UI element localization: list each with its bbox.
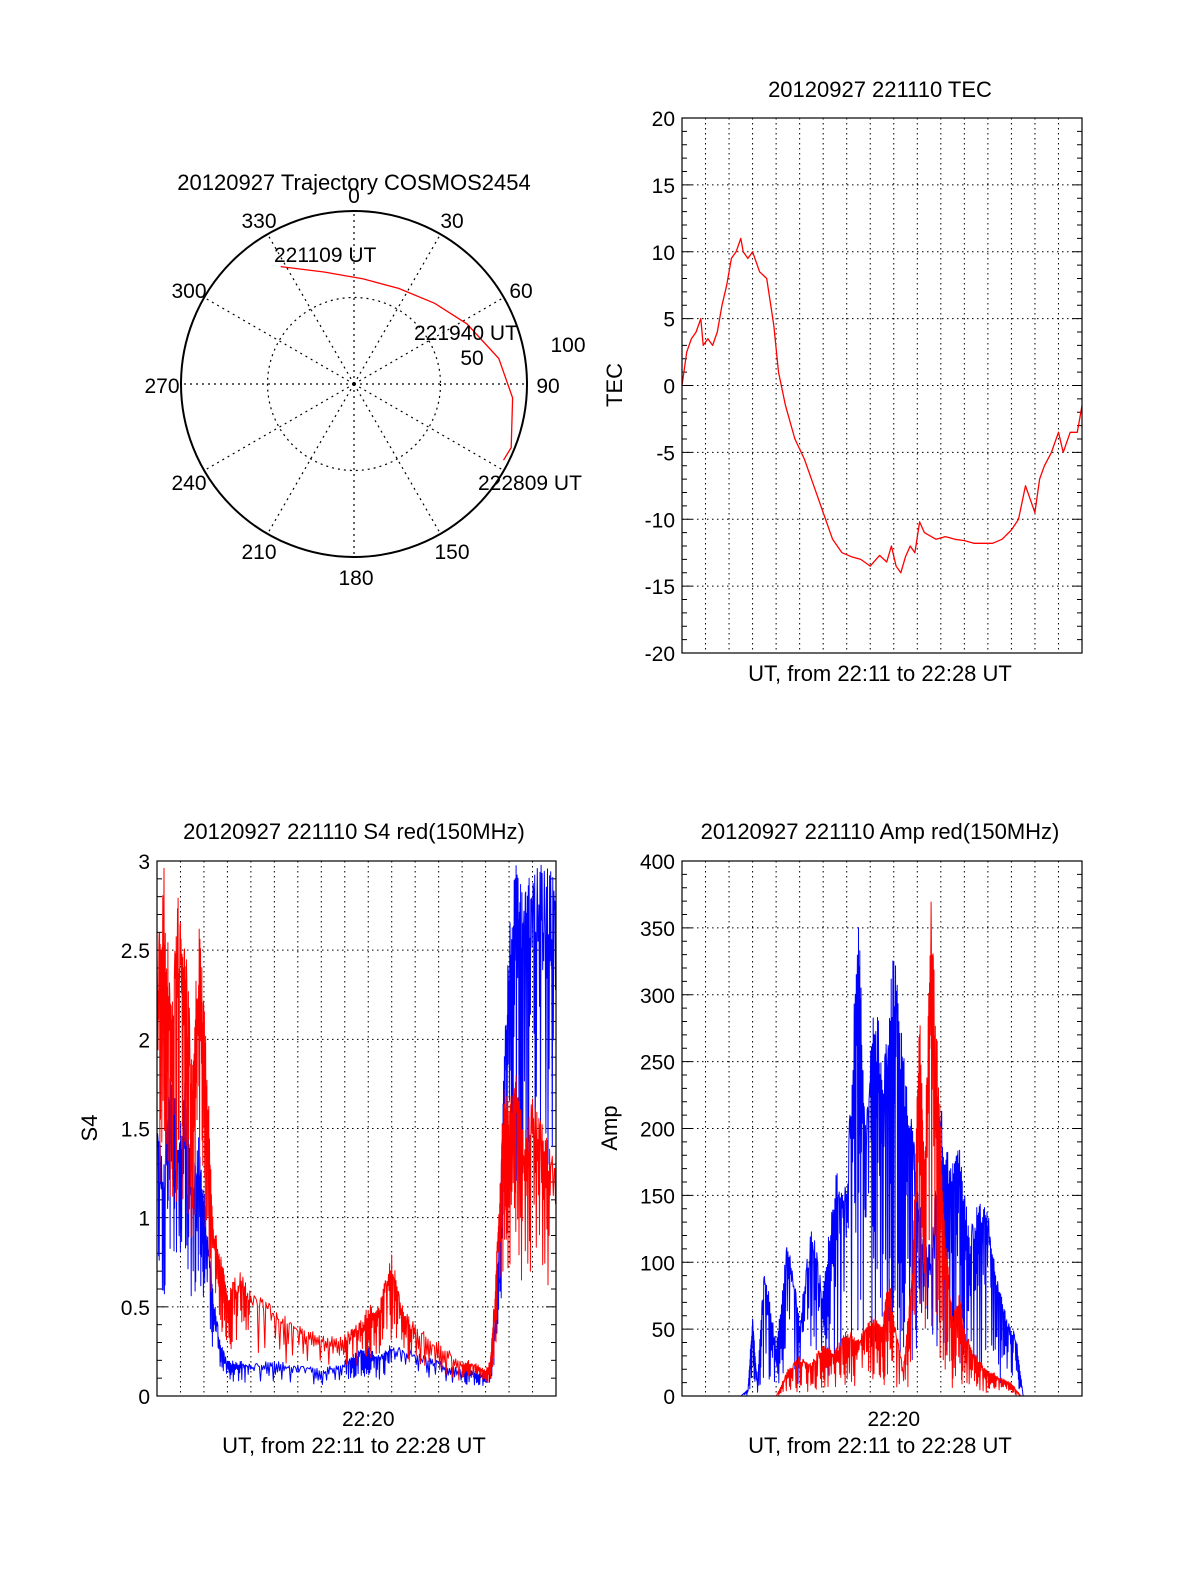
series-line [681,237,1083,574]
s4-xlabel: UT, from 22:11 to 22:28 UT [222,1433,486,1458]
y-tick-label: 250 [640,1052,675,1075]
y-tick-label: 1 [138,1208,150,1231]
azimuth-label: 60 [509,280,532,303]
trajectory-series [280,265,514,461]
trajectory-title: 20120927 Trajectory COSMOS2454 [177,170,530,195]
y-tick-label: 15 [652,175,675,198]
trajectory-annotation: 221109 UT [274,244,377,267]
y-tick-label: -10 [645,509,675,532]
y-tick-label: 150 [640,1185,675,1208]
y-tick-label: 0 [663,376,675,399]
y-tick-label: -15 [645,576,675,599]
y-tick-label: 300 [640,985,675,1008]
series-line [156,867,557,1383]
y-tick-label: 200 [640,1119,675,1142]
azimuth-label: 210 [241,541,276,564]
polar-spoke [266,383,355,535]
y-tick-label: 20 [652,108,675,131]
azimuth-label: 270 [144,375,179,398]
trajectory-panel: 20120927 Trajectory COSMOS2454 0 30 60 90 15… [144,170,585,590]
y-tick-label: 2 [138,1029,150,1052]
amp-xlabel: UT, from 22:11 to 22:28 UT [748,1433,1012,1458]
polar-inner-circle [266,296,442,472]
tec-title: 20120927 221110 TEC [768,77,992,102]
amp-title: 20120927 221110 Amp red(150MHz) [701,819,1060,844]
azimuth-label: 150 [434,541,469,564]
radial-label: 50 [460,347,483,370]
y-tick-label: 50 [652,1319,675,1342]
y-tick-label: -5 [656,442,675,465]
azimuth-label: 300 [171,280,206,303]
y-tick-label: 0 [663,1386,675,1409]
trajectory-annotation: 222809 UT [478,472,582,495]
y-tick-label: 400 [640,851,675,874]
polar-outer-circle [180,210,528,558]
azimuth-label: 240 [171,472,206,495]
tec-panel: 20120927 221110 TEC UT, from 22:11 to 22… [602,77,1083,686]
polar-spoke [353,383,442,535]
s4-panel: 20120927 221110 S4 red(150MHz) UT, from … [77,819,557,1458]
amp-panel: 20120927 221110 Amp red(150MHz) UT, from… [597,819,1083,1458]
s4-plot-area: 3 2.5 2 1.5 1 0.5 0 22:20 [121,851,557,1431]
amp-plot-area: 400 350 300 250 200 150 100 50 0 22:20 [640,851,1083,1431]
trajectory-annotation: 221940 UT [414,322,518,345]
tec-ylabel: TEC [602,363,627,407]
polar-spoke [353,233,442,385]
y-tick-label: -20 [645,643,675,666]
series-line [682,901,1082,1397]
y-tick-label: 350 [640,918,675,941]
series-line [156,864,557,1386]
y-tick-label: 0.5 [121,1297,150,1320]
azimuth-label: 330 [241,210,276,233]
series-line [682,927,1082,1397]
s4-title: 20120927 221110 S4 red(150MHz) [183,819,525,844]
x-tick-label: 22:20 [342,1408,395,1431]
azimuth-label: 30 [440,210,463,233]
trajectory-grid [180,210,528,558]
plot-frame [156,860,557,1397]
polar-spoke [203,296,355,385]
y-tick-label: 0 [138,1386,150,1409]
azimuth-label: 0 [348,185,360,208]
polar-spoke [353,296,505,385]
radial-label: 100 [550,334,585,357]
polar-spoke [266,233,355,385]
y-tick-label: 1.5 [121,1119,150,1142]
amp-ylabel: Amp [597,1105,622,1150]
azimuth-label: 180 [338,567,373,590]
y-tick-label: 100 [640,1252,675,1275]
plot-frame [681,860,1083,1397]
polar-spoke [203,383,355,472]
y-tick-label: 10 [652,242,675,265]
trajectory-line [280,265,514,461]
s4-ylabel: S4 [77,1115,102,1142]
azimuth-label: 90 [536,375,559,398]
x-tick-label: 22:20 [867,1408,920,1431]
trajectory-annotations: 221109 UT 221940 UT 222809 UT [274,244,582,495]
trajectory-labels: 0 30 60 90 150 180 210 240 270 300 330 50 100 [144,185,585,590]
y-tick-label: 3 [138,851,150,874]
y-tick-label: 2.5 [121,940,150,963]
tec-plot-area: 20 15 10 5 0 -5 -10 -15 -20 [645,108,1083,666]
polar-spoke [353,383,505,472]
y-tick-label: 5 [663,309,675,332]
plot-frame [681,117,1083,654]
tec-xlabel: UT, from 22:11 to 22:28 UT [748,661,1012,686]
